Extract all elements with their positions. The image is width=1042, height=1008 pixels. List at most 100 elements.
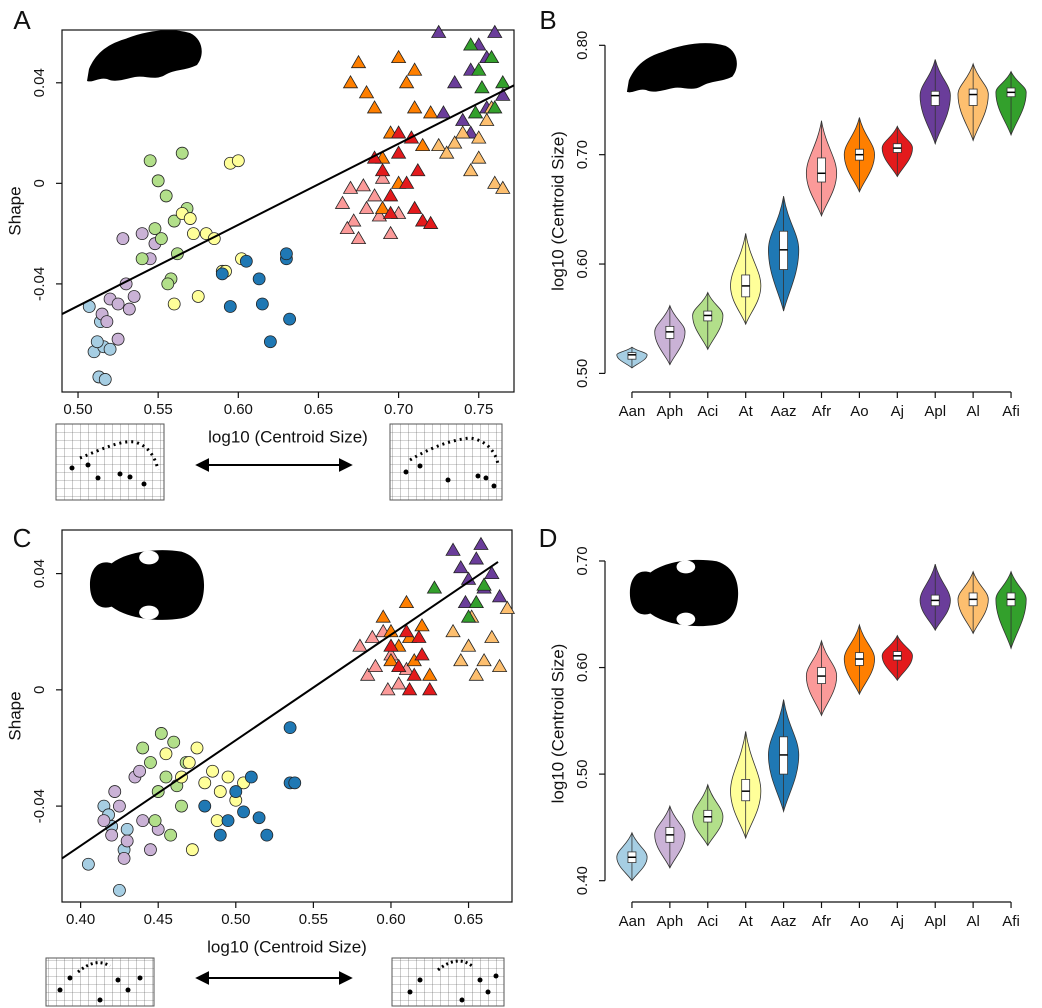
y-tick-label: 0 [31,179,48,187]
data-point [342,74,359,89]
x-tick-label: 0.55 [299,911,328,928]
data-point [283,312,297,326]
data-point [210,814,224,828]
quartile-box [817,157,826,183]
data-point [422,215,439,229]
data-point [406,667,422,681]
data-point [476,577,492,591]
x-tick-label: Aci [697,403,718,420]
data-point [374,200,391,214]
data-point [113,799,126,813]
data-point [487,175,503,189]
data-point [355,178,372,192]
data-point [499,600,516,614]
data-point [487,100,503,114]
y-tick-label: -0.04 [31,267,48,301]
data-point [367,658,384,672]
data-point [191,290,205,303]
x-tick-label: Aan [619,913,646,930]
data-point [468,551,485,565]
y-axis-label: log10 (Centroid Size) [548,644,567,804]
data-point [460,609,477,623]
deformation-grid [391,957,505,1007]
x-tick-label: 0.75 [464,401,493,418]
data-point [161,277,175,291]
data-point [406,200,423,214]
data-point [81,857,95,871]
data-point [479,112,495,126]
y-tick-label: 0.60 [574,249,591,278]
data-point [190,741,204,755]
skull-silhouette [89,550,205,620]
x-tick-label: Aph [657,913,684,930]
data-point [398,623,415,638]
data-point [231,154,245,168]
data-point [474,80,490,94]
data-point [182,756,196,769]
data-point [183,212,197,225]
data-point [430,24,447,38]
skull-silhouette [629,559,739,627]
data-point [460,638,477,652]
data-point [438,145,455,159]
data-point [135,227,149,241]
data-point [453,652,469,667]
data-point [455,112,471,126]
data-point [252,811,266,825]
x-tick-label: Aj [891,913,904,930]
data-point [390,49,407,64]
data-point [383,638,399,652]
x-tick-label: 0.60 [376,911,405,928]
quartile-box [968,88,978,106]
data-point [398,175,415,189]
data-point [383,652,399,667]
data-point [468,594,485,609]
data-point [167,297,181,311]
data-point [98,373,112,386]
y-tick-label: -0.04 [31,789,48,823]
data-point [495,87,511,101]
skull-silhouette [87,30,202,82]
deformation-grid [45,957,155,1007]
data-point [473,536,489,550]
data-point [414,618,430,632]
data-point [100,315,114,329]
x-tick-label: Aaz [771,913,797,930]
y-axis-label: Shape [5,186,24,235]
data-point [148,814,162,828]
data-point [463,37,479,51]
y-tick-label: 0.04 [31,559,48,588]
data-point [364,629,381,643]
y-tick-label: 0.04 [31,68,48,97]
data-point [187,227,200,241]
data-point [252,272,266,286]
x-tick-label: 0.65 [304,401,333,418]
regression-line [61,561,499,860]
data-point [350,54,367,69]
x-axis-label: log10 (Centroid Size) [208,427,368,446]
x-tick-label: 0.45 [144,911,173,928]
data-point [410,162,426,177]
y-tick-label: 0.80 [574,31,591,60]
data-point [144,843,157,857]
data-point [476,652,492,667]
data-point [426,580,443,594]
data-point [342,180,359,194]
data-point [352,638,368,652]
data-point [111,332,125,346]
data-point [97,814,111,828]
data-point [159,770,173,784]
data-point [366,188,383,202]
x-tick-label: Aci [697,913,718,930]
data-point [463,162,479,177]
data-point [471,150,487,164]
x-tick-label: At [739,403,754,420]
skull-silhouette [626,43,737,93]
data-point [229,785,243,798]
data-point [358,200,375,214]
data-point [375,609,391,623]
x-tick-label: Al [966,913,979,930]
data-point [111,297,125,311]
deformation-grid [389,423,503,501]
regression-line [61,84,515,315]
